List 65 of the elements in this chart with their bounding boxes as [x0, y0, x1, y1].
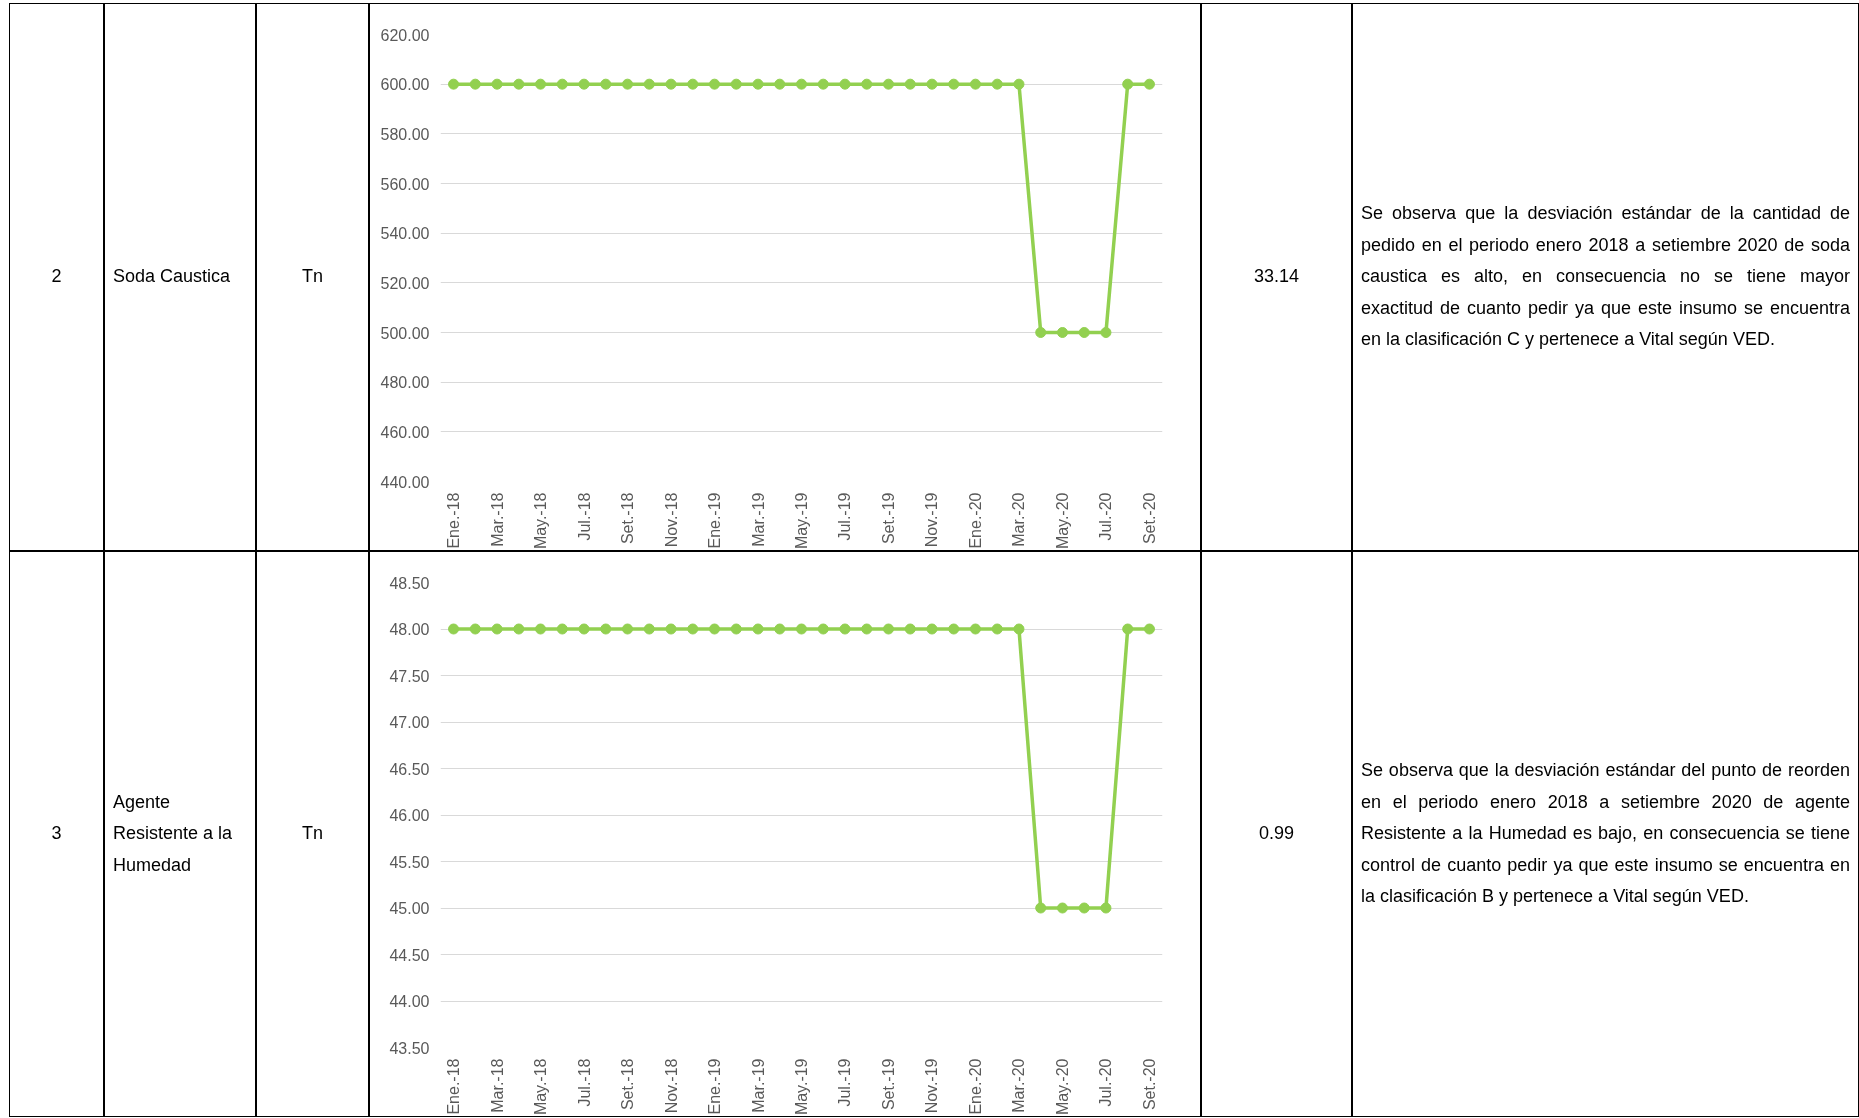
y-tick-label: 480.00 — [380, 374, 430, 392]
text: Se observa que la desviación estándar de la cantidad de pedido en el periodo enero 2018 a setiembre 2020 de soda caustica es alto, en consecuencia no se tiene mayor exactitud de cuanto pedir ya que este insumo se encuentra en la clasificación C y pertenece a Vital según VED. — [1361, 202, 1850, 352]
x-tick-label: Mar.-18 — [488, 492, 506, 547]
y-tick-label: 44.50 — [389, 946, 430, 964]
y-tick-label: 47.00 — [389, 714, 430, 731]
x-tick-label: Mar.-19 — [749, 492, 767, 547]
y-tick-label: 46.00 — [389, 807, 430, 824]
x-tick-label: Nov.-18 — [662, 1058, 680, 1114]
text: 2 — [50, 265, 63, 289]
x-tick-label: May.-20 — [1053, 1058, 1071, 1116]
y-tick-label: 540.00 — [380, 225, 430, 243]
x-tick-label: Ene.-20 — [966, 492, 984, 549]
y-tick-label: 47.50 — [389, 667, 430, 685]
text: Agente Resistente a la Humedad — [113, 790, 234, 877]
y-tick-label: 440.00 — [380, 473, 430, 491]
text: 0.99 — [1257, 822, 1295, 846]
x-tick-label: Set.-19 — [879, 492, 897, 545]
y-tick-label: 48.00 — [389, 621, 430, 638]
x-tick-label: Ene.-19 — [706, 492, 724, 549]
y-tick-label: 44.00 — [389, 993, 430, 1010]
y-tick-label: 580.00 — [380, 125, 430, 143]
x-tick-label: Nov.-18 — [662, 492, 680, 548]
x-tick-label: May.-18 — [532, 492, 550, 550]
x-tick-label: Set.-20 — [1140, 1058, 1158, 1111]
x-tick-label: Ene.-19 — [706, 1058, 724, 1115]
x-tick-label: May.-19 — [793, 1058, 810, 1116]
x-tick-label: Set.-18 — [619, 1058, 637, 1111]
y-tick-label: 620.00 — [380, 26, 430, 44]
x-tick-label: Jul.-20 — [1097, 492, 1115, 541]
text: Soda Caustica — [113, 265, 232, 289]
x-tick-label: May.-19 — [793, 492, 810, 550]
x-tick-label: Set.-20 — [1140, 492, 1158, 545]
x-tick-label: Nov.-19 — [923, 492, 941, 548]
x-tick-label: Jul.-19 — [836, 492, 854, 541]
x-tick-label: Jul.-18 — [575, 492, 593, 541]
y-tick-label: 560.00 — [380, 175, 430, 193]
x-tick-label: Ene.-20 — [966, 1058, 984, 1115]
x-tick-label: Mar.-20 — [1010, 492, 1028, 547]
x-tick-label: Jul.-19 — [836, 1058, 854, 1107]
x-tick-label: Mar.-19 — [749, 1058, 767, 1113]
y-tick-label: 45.50 — [389, 853, 430, 871]
text: Tn — [301, 265, 324, 289]
x-tick-label: Nov.-19 — [923, 1058, 941, 1114]
x-tick-label: Mar.-18 — [488, 1058, 506, 1113]
y-tick-label: 520.00 — [380, 274, 430, 292]
text: 3 — [50, 822, 63, 846]
x-tick-label: Set.-18 — [619, 492, 637, 545]
x-tick-label: Jul.-18 — [575, 1058, 593, 1107]
x-tick-label: Ene.-18 — [445, 1058, 463, 1115]
x-tick-label: May.-20 — [1053, 492, 1071, 550]
x-tick-label: Jul.-20 — [1097, 1058, 1115, 1107]
y-tick-label: 460.00 — [380, 423, 430, 441]
x-tick-label: Mar.-20 — [1010, 1058, 1028, 1113]
y-tick-label: 45.00 — [389, 900, 430, 917]
text: 33.14 — [1252, 265, 1300, 289]
x-tick-label: May.-18 — [532, 1058, 550, 1116]
text: Se observa que la desviación estándar del punto de reorden en el periodo enero 2018 a setiembre 2020 de agente Resistente a la Humedad es bajo, en consecuencia se tiene control de cuanto pedir ya que este insumo se encuentra en la clasificación B y pertenece a Vital según VED. — [1361, 759, 1850, 909]
y-tick-label: 43.50 — [389, 1039, 430, 1057]
y-tick-label: 48.50 — [389, 574, 430, 592]
text: Tn — [301, 822, 324, 846]
y-tick-label: 600.00 — [380, 76, 430, 94]
x-tick-label: Set.-19 — [879, 1058, 897, 1111]
x-tick-label: Ene.-18 — [445, 492, 463, 549]
y-tick-label: 46.50 — [389, 760, 430, 778]
y-tick-label: 500.00 — [380, 324, 430, 342]
